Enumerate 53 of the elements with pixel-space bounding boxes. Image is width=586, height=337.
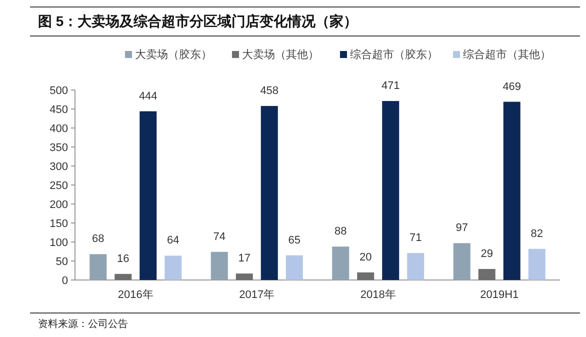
y-tick-label: 350 <box>50 142 68 154</box>
y-tick-label: 500 <box>50 85 68 97</box>
x-tick-label: 2017年 <box>239 289 275 301</box>
legend-label: 大卖场（胶东） <box>135 48 212 61</box>
y-tick-label: 300 <box>50 161 68 173</box>
data-label: 97 <box>456 222 468 234</box>
data-label: 64 <box>167 234 180 247</box>
data-label: 74 <box>213 230 226 243</box>
y-tick-label: 0 <box>62 275 68 287</box>
y-tick-label: 450 <box>50 104 68 116</box>
bar <box>114 274 132 280</box>
bar <box>210 252 228 280</box>
bar <box>382 101 400 280</box>
bar <box>407 253 424 280</box>
bar <box>453 243 470 280</box>
bar <box>528 248 546 280</box>
y-tick-label: 250 <box>50 180 68 192</box>
data-label: 65 <box>288 234 300 246</box>
bar <box>478 268 496 280</box>
bar <box>332 246 350 280</box>
legend-label: 综合超市（胶东） <box>350 48 438 61</box>
bar <box>90 254 107 280</box>
y-tick-label: 50 <box>56 256 68 268</box>
data-label: 71 <box>410 232 422 244</box>
y-tick-label: 100 <box>50 237 68 249</box>
data-label: 20 <box>360 251 372 264</box>
data-label: 471 <box>381 80 400 92</box>
bar <box>164 256 182 280</box>
legend-label: 综合超市（其他） <box>463 48 551 61</box>
y-tick-label: 200 <box>50 199 68 211</box>
bar <box>260 106 278 280</box>
chart-title: 图 5：大卖场及综合超市分区域门店变化情况（家） <box>38 13 358 29</box>
data-label: 469 <box>502 80 522 93</box>
data-label: 68 <box>92 233 104 246</box>
text: 资料来源：公司公告 <box>38 318 128 330</box>
bar <box>236 274 253 280</box>
data-label: 88 <box>334 226 347 238</box>
legend-label: 大卖场（其他） <box>242 48 319 61</box>
x-tick-label: 2018年 <box>360 289 396 301</box>
bar <box>140 111 157 280</box>
bar <box>503 102 520 280</box>
data-label: 82 <box>530 228 543 240</box>
data-label: 17 <box>238 252 250 265</box>
x-tick-label: 2016年 <box>118 289 154 301</box>
bar <box>286 255 303 280</box>
y-tick-label: 400 <box>50 123 68 135</box>
data-label: 16 <box>117 252 130 265</box>
y-tick-label: 150 <box>50 218 68 230</box>
data-label: 444 <box>138 90 158 102</box>
x-tick-label: 2019H1 <box>480 289 519 301</box>
data-label: 29 <box>480 248 493 260</box>
bar <box>357 272 374 280</box>
data-label: 458 <box>260 84 279 97</box>
